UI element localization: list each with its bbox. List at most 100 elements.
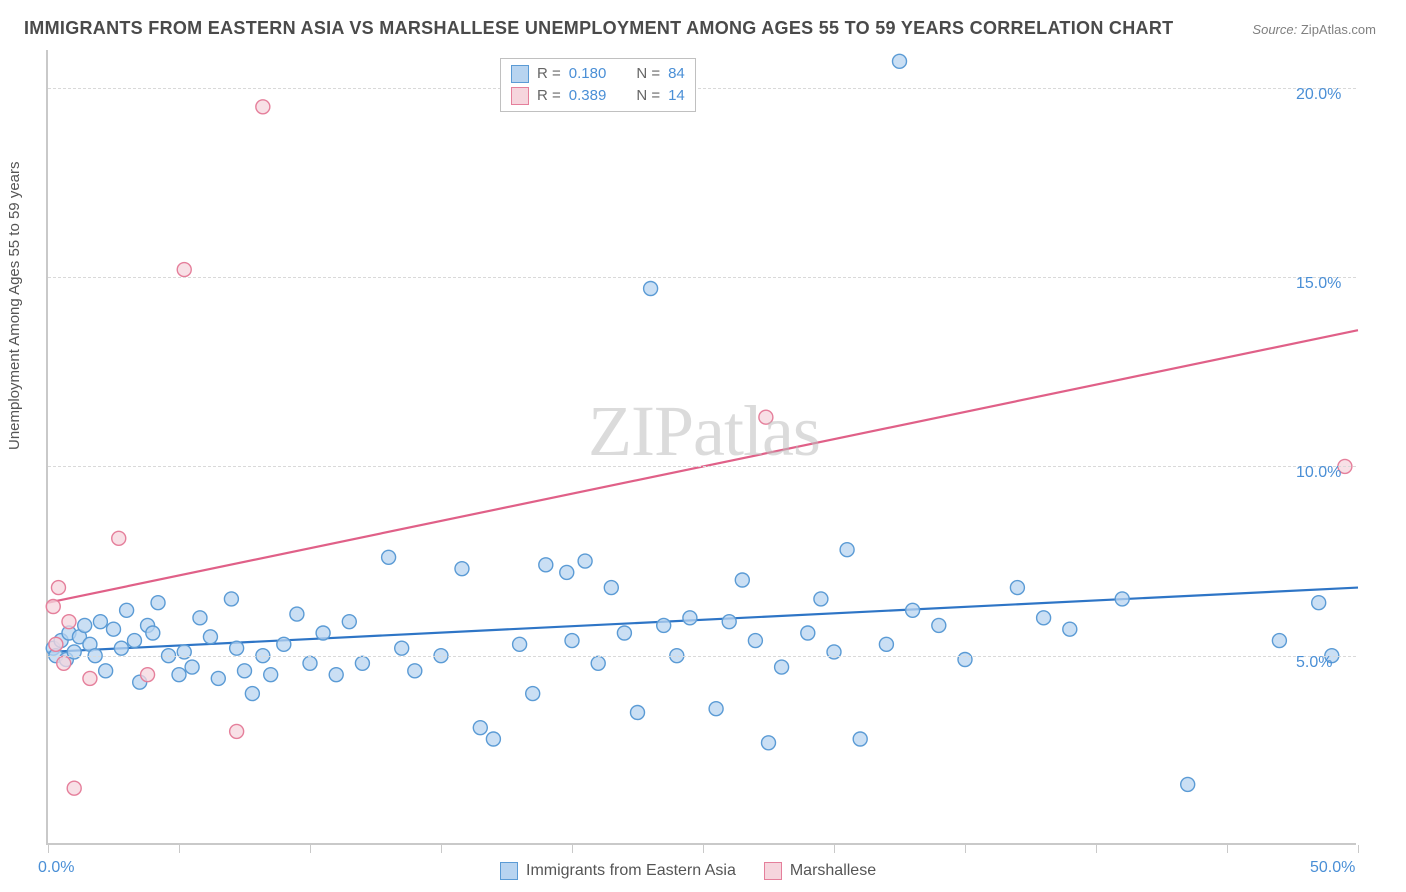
data-point [112, 531, 126, 545]
data-point [1272, 634, 1286, 648]
data-point [748, 634, 762, 648]
data-point [120, 603, 134, 617]
chart-title: IMMIGRANTS FROM EASTERN ASIA VS MARSHALL… [24, 18, 1173, 39]
data-point [277, 637, 291, 651]
data-point [1181, 777, 1195, 791]
data-point [709, 702, 723, 716]
data-point [722, 615, 736, 629]
data-point [631, 706, 645, 720]
data-point [526, 687, 540, 701]
data-point [539, 558, 553, 572]
gridline [48, 466, 1356, 467]
data-point [93, 615, 107, 629]
data-point [906, 603, 920, 617]
data-point [141, 668, 155, 682]
data-point [264, 668, 278, 682]
data-point [193, 611, 207, 625]
data-point [78, 618, 92, 632]
data-point [840, 543, 854, 557]
data-point [303, 656, 317, 670]
data-point [486, 732, 500, 746]
data-point [238, 664, 252, 678]
data-point [99, 664, 113, 678]
y-tick-label: 20.0% [1296, 86, 1341, 104]
data-point [83, 671, 97, 685]
data-point [203, 630, 217, 644]
data-point [827, 645, 841, 659]
x-tick-mark [703, 845, 704, 853]
data-point [1063, 622, 1077, 636]
data-point [151, 596, 165, 610]
data-point [256, 100, 270, 114]
data-point [893, 54, 907, 68]
n-value: 84 [668, 63, 685, 85]
data-point [395, 641, 409, 655]
data-point [146, 626, 160, 640]
data-point [114, 641, 128, 655]
source-label: Source: [1252, 22, 1297, 37]
y-tick-label: 5.0% [1296, 654, 1332, 672]
legend-row-series2: R = 0.389 N = 14 [511, 85, 685, 107]
r-value: 0.180 [569, 63, 607, 85]
n-label: N = [636, 85, 660, 107]
n-label: N = [636, 63, 660, 85]
x-tick-label: 0.0% [38, 859, 74, 877]
r-label: R = [537, 85, 561, 107]
data-point [172, 668, 186, 682]
data-point [355, 656, 369, 670]
legend-item-series1: Immigrants from Eastern Asia [500, 862, 736, 880]
data-point [801, 626, 815, 640]
y-tick-label: 10.0% [1296, 464, 1341, 482]
data-point [127, 634, 141, 648]
x-tick-mark [179, 845, 180, 853]
r-value: 0.389 [569, 85, 607, 107]
data-point [455, 562, 469, 576]
legend-row-series1: R = 0.180 N = 84 [511, 63, 685, 85]
x-tick-mark [1227, 845, 1228, 853]
x-tick-label: 50.0% [1310, 859, 1355, 877]
data-point [51, 581, 65, 595]
data-point [932, 618, 946, 632]
data-point [290, 607, 304, 621]
x-tick-mark [441, 845, 442, 853]
data-point [316, 626, 330, 640]
source-attribution: Source: ZipAtlas.com [1252, 22, 1376, 37]
legend-correlation: R = 0.180 N = 84 R = 0.389 N = 14 [500, 58, 696, 112]
gridline [48, 88, 1356, 89]
n-value: 14 [668, 85, 685, 107]
chart-svg [48, 50, 1356, 843]
data-point [49, 637, 63, 651]
trend-line [48, 588, 1358, 652]
data-point [683, 611, 697, 625]
legend-label: Immigrants from Eastern Asia [526, 862, 736, 880]
legend-item-series2: Marshallese [764, 862, 876, 880]
data-point [644, 282, 658, 296]
data-point [408, 664, 422, 678]
gridline [48, 656, 1356, 657]
data-point [958, 653, 972, 667]
data-point [735, 573, 749, 587]
swatch-series1 [500, 862, 518, 880]
x-tick-mark [310, 845, 311, 853]
data-point [62, 615, 76, 629]
data-point [1312, 596, 1326, 610]
data-point [578, 554, 592, 568]
plot-area: ZIPatlas [46, 50, 1356, 845]
swatch-series2 [511, 87, 529, 105]
data-point [473, 721, 487, 735]
data-point [224, 592, 238, 606]
legend-label: Marshallese [790, 862, 876, 880]
x-tick-mark [572, 845, 573, 853]
data-point [177, 263, 191, 277]
data-point [342, 615, 356, 629]
data-point [513, 637, 527, 651]
data-point [46, 600, 60, 614]
data-point [565, 634, 579, 648]
data-point [107, 622, 121, 636]
data-point [775, 660, 789, 674]
data-point [560, 565, 574, 579]
data-point [211, 671, 225, 685]
x-tick-mark [1096, 845, 1097, 853]
y-tick-label: 15.0% [1296, 275, 1341, 293]
x-tick-mark [48, 845, 49, 853]
